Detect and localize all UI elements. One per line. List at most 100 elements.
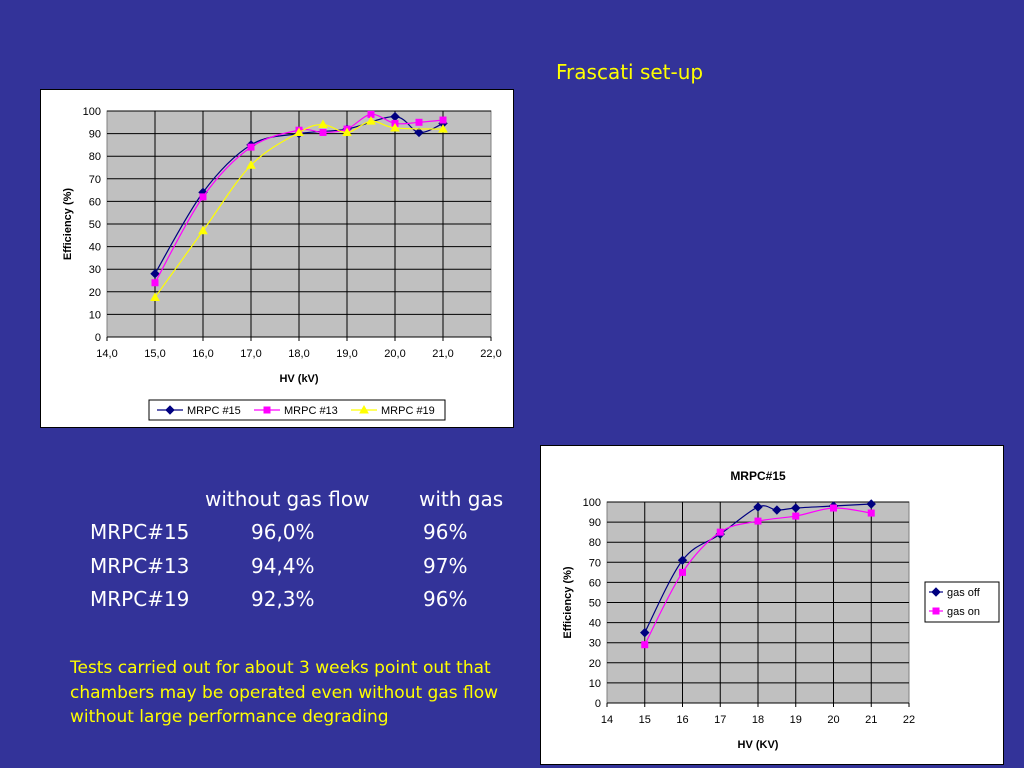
chart1-ytick-label: 30 <box>89 264 101 276</box>
chart2-data-point <box>753 502 763 512</box>
chart-mrpc15-svg: 0 10 20 30 40 50 60 70 80 90 100 14 15 16 17 18 19 20 21 22… <box>562 469 1000 751</box>
chart2-legend <box>924 581 1000 623</box>
chart2-ytick-label: 50 <box>589 598 601 610</box>
chart1-xtick-label: 14,0 <box>96 348 117 360</box>
chart2-data-point <box>641 641 649 649</box>
chart1-ytick-label: 80 <box>89 151 101 163</box>
chart2-series-1 <box>641 504 875 649</box>
chart2-title: MRPC#15 <box>730 469 786 483</box>
chart1-data-point <box>342 127 352 136</box>
chart1-y-axis-label: Efficiency (%) <box>62 188 74 260</box>
chart2-y-axis-label: Efficiency (%) <box>562 566 574 638</box>
chart2-data-point <box>867 509 875 517</box>
chart1-xtick-label: 15,0 <box>144 348 165 360</box>
chart2-xtick-label: 14 <box>601 714 613 726</box>
chart2-xtick-label: 19 <box>790 714 802 726</box>
row-value-mrpc15-without: 96,0% <box>251 520 315 544</box>
row-value-mrpc19-without: 92,3% <box>251 587 315 611</box>
chart1-ytick-label: 10 <box>89 309 101 321</box>
chart2-xtick-label: 15 <box>639 714 651 726</box>
chart2-data-point <box>791 503 801 513</box>
chart2-x-axis-label: HV (KV) <box>738 739 779 751</box>
chart2-data-point <box>866 499 876 509</box>
chart1-legend-label: MRPC #15 <box>187 405 241 417</box>
chart1-xtick-label: 17,0 <box>240 348 261 360</box>
chart2-xtick-label: 21 <box>865 714 877 726</box>
chart2-xtick-label: 17 <box>714 714 726 726</box>
slide-title: Frascati set-up <box>556 60 704 84</box>
conclusion-note: Tests carried out for about 3 weeks poin… <box>70 658 499 727</box>
chart1-xtick-label: 16,0 <box>192 348 213 360</box>
chart2-data-point <box>679 568 686 576</box>
chart1-data-point <box>439 116 447 124</box>
chart2-data-point <box>716 528 724 536</box>
chart2-ytick-label: 20 <box>589 658 601 670</box>
chart2-data-point <box>754 517 762 525</box>
chart1-data-point <box>319 128 327 136</box>
row-value-mrpc13-without: 94,4% <box>251 554 315 578</box>
chart2-ytick-label: 90 <box>589 517 601 529</box>
chart2-data-point <box>677 555 688 565</box>
row-value-mrpc13-with: 97% <box>423 554 468 578</box>
chart1-legend-marker <box>165 405 175 415</box>
chart-mrpc15-gas: 0 10 20 30 40 50 60 70 80 90 100 14 15 16 17 18 19 20 21 22… <box>540 445 1004 765</box>
chart2-xtick-label: 18 <box>752 714 764 726</box>
chart2-ytick-label: 0 <box>595 698 601 710</box>
chart2-xtick-label: 22 <box>903 714 915 726</box>
chart1-xtick-label: 19,0 <box>336 348 357 360</box>
chart1-x-axis-label: HV (kV) <box>279 373 318 385</box>
chart1-legend-label: MRPC #19 <box>381 405 435 417</box>
chart2-data-point <box>830 504 837 512</box>
chart2-ytick-label: 80 <box>589 537 601 549</box>
chart1-ytick-label: 100 <box>83 106 101 118</box>
chart1-legend-marker <box>263 406 271 414</box>
chart1-series-2 <box>150 116 448 301</box>
chart2-legend-marker <box>931 587 941 597</box>
chart1-data-point <box>318 119 328 129</box>
chart1-xtick-label: 22,0 <box>480 348 501 360</box>
chart1-data-point <box>246 160 256 169</box>
chart-efficiency-vs-hv: 0 10 20 30 40 50 60 70 80 90 100 14,0 15,0 16,0 17,0 18… <box>40 89 514 428</box>
chart1-ytick-label: 20 <box>89 287 101 299</box>
chart2-legend-label: gas on <box>947 606 980 618</box>
chart1-data-point <box>294 127 304 136</box>
chart1-xtick-label: 20,0 <box>384 348 405 360</box>
chart1-legend <box>148 399 446 421</box>
chart2-ytick-label: 30 <box>589 638 601 650</box>
chart1-ytick-label: 0 <box>95 332 101 344</box>
chart1-ytick-label: 60 <box>89 196 101 208</box>
chart1-data-point <box>199 193 207 201</box>
row-label-mrpc15: MRPC#15 <box>90 520 190 544</box>
chart2-legend-label: gas off <box>947 587 981 599</box>
chart1-xtick-label: 21,0 <box>432 348 453 360</box>
chart1-data-point <box>150 292 160 301</box>
chart1-xtick-label: 18,0 <box>288 348 309 360</box>
chart1-data-point <box>198 225 208 235</box>
chart1-data-point <box>150 269 160 279</box>
chart2-data-point <box>772 505 782 515</box>
chart1-ytick-label: 90 <box>89 129 101 141</box>
chart1-data-point <box>414 127 424 138</box>
chart1-ytick-label: 70 <box>89 174 101 186</box>
chart2-data-point <box>792 512 800 520</box>
chart1-legend-marker <box>359 404 369 414</box>
header-without-gas: without gas flow <box>205 487 370 511</box>
chart2-data-point <box>640 627 650 638</box>
chart2-ytick-label: 70 <box>589 557 601 569</box>
chart1-legend-label: MRPC #13 <box>284 405 338 417</box>
chart2-legend-marker <box>932 607 940 615</box>
chart1-series-line <box>154 113 444 284</box>
chart2-ytick-label: 40 <box>589 618 601 630</box>
chart2-ytick-label: 60 <box>589 577 601 589</box>
chart1-ytick-label: 40 <box>89 242 101 254</box>
chart2-xtick-label: 16 <box>676 714 688 726</box>
row-value-mrpc15-with: 96% <box>423 520 468 544</box>
row-label-mrpc19: MRPC#19 <box>90 587 190 611</box>
chart2-series-0 <box>640 499 876 638</box>
chart2-ytick-label: 100 <box>583 497 601 509</box>
chart1-data-point <box>390 122 400 132</box>
row-value-mrpc19-with: 96% <box>423 587 468 611</box>
chart1-data-point <box>366 116 376 125</box>
chart1-data-point <box>247 143 255 151</box>
row-label-mrpc13: MRPC#13 <box>90 554 190 578</box>
